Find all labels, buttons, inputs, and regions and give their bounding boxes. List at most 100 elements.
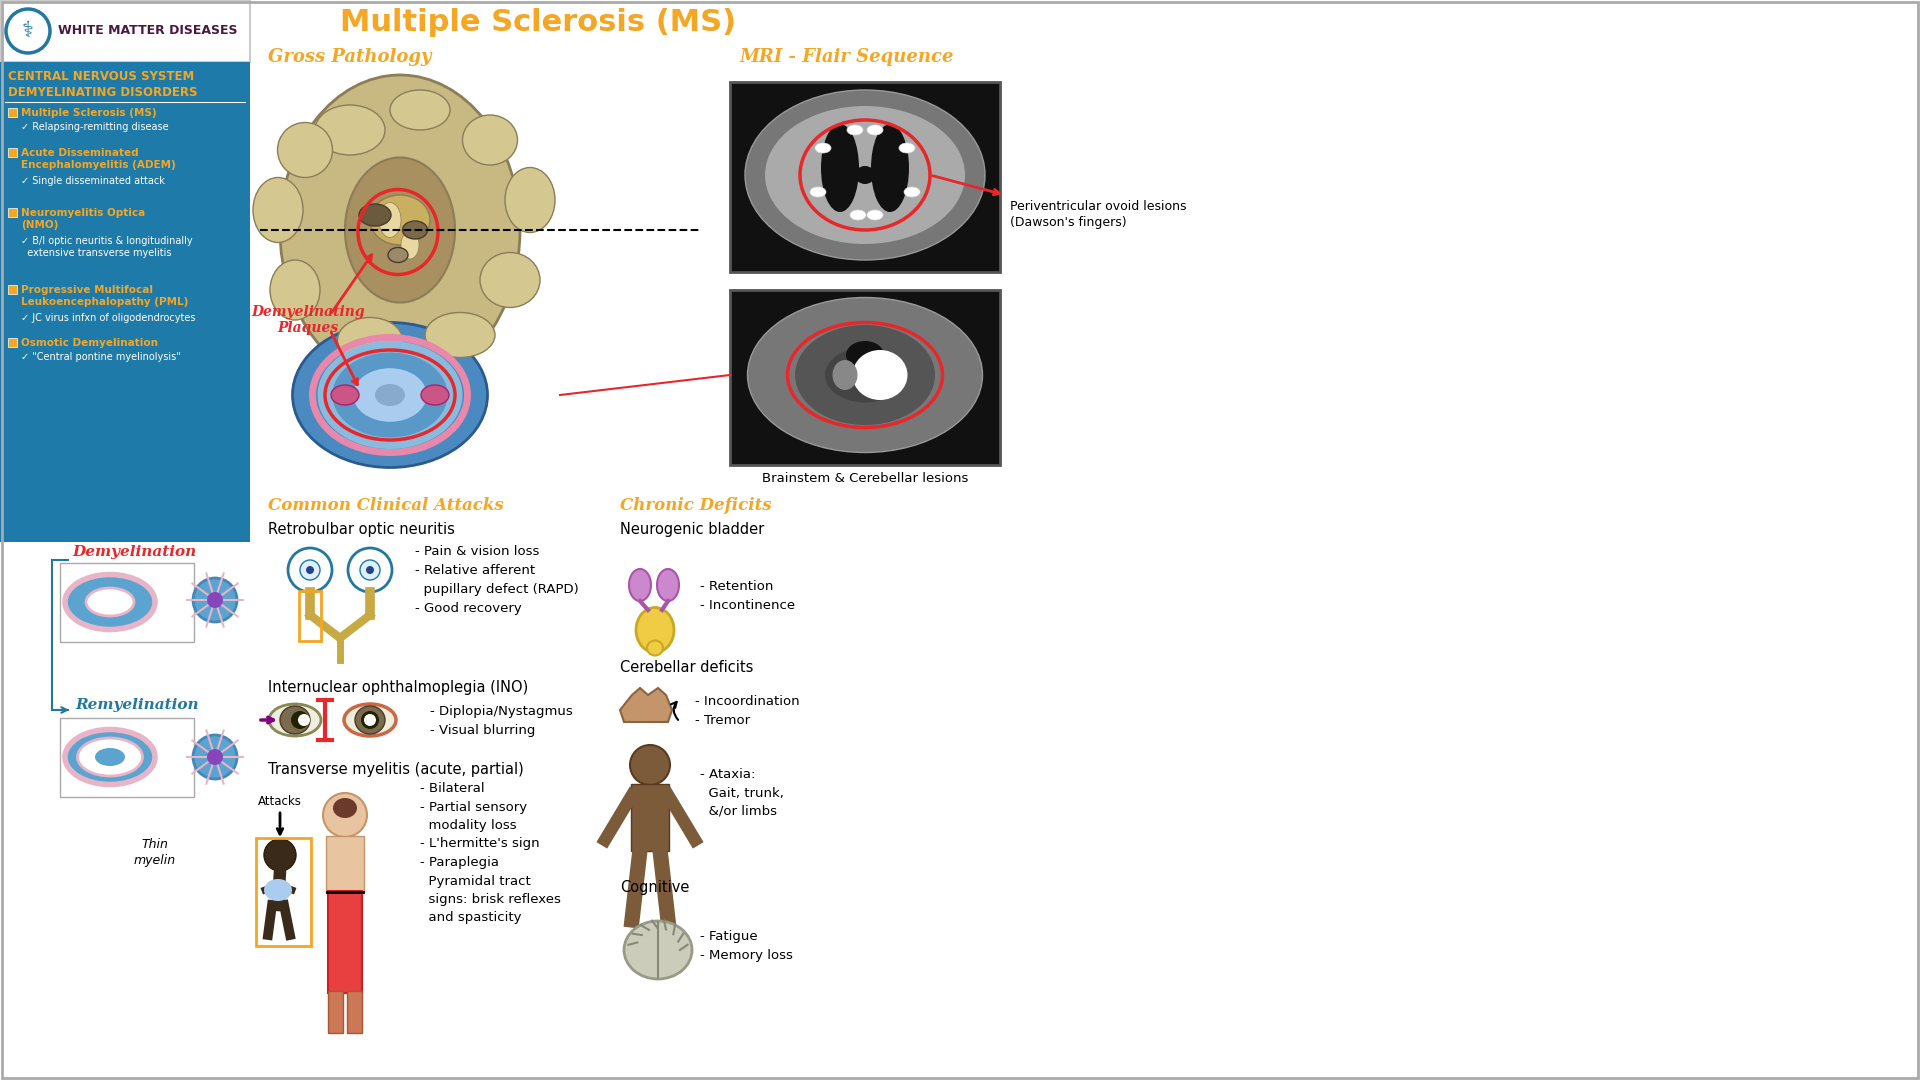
Text: Cognitive: Cognitive [620, 880, 689, 895]
Ellipse shape [810, 187, 826, 197]
Text: Transverse myelitis (acute, partial): Transverse myelitis (acute, partial) [269, 762, 524, 777]
Circle shape [361, 561, 380, 580]
Text: Multiple Sclerosis (MS): Multiple Sclerosis (MS) [340, 8, 735, 37]
Ellipse shape [647, 640, 662, 656]
Circle shape [194, 578, 236, 622]
Text: - Ataxia:
  Gait, trunk,
  &/or limbs: - Ataxia: Gait, trunk, &/or limbs [701, 768, 783, 818]
Text: Thin
myelin: Thin myelin [134, 838, 177, 867]
Ellipse shape [872, 124, 908, 212]
Text: CENTRAL NERVOUS SYSTEM
DEMYELINATING DISORDERS: CENTRAL NERVOUS SYSTEM DEMYELINATING DIS… [8, 70, 198, 99]
Ellipse shape [868, 210, 883, 220]
Text: Multiple Sclerosis (MS): Multiple Sclerosis (MS) [21, 108, 157, 118]
Circle shape [365, 714, 376, 726]
Ellipse shape [271, 260, 321, 320]
Ellipse shape [657, 569, 680, 600]
Ellipse shape [480, 253, 540, 308]
FancyBboxPatch shape [632, 784, 668, 851]
FancyBboxPatch shape [348, 991, 363, 1032]
Ellipse shape [868, 125, 883, 135]
Ellipse shape [94, 748, 125, 766]
FancyBboxPatch shape [8, 148, 17, 157]
Text: ✓ B/I optic neuritis & longitudinally
  extensive transverse myelitis: ✓ B/I optic neuritis & longitudinally ex… [21, 237, 192, 258]
Text: Common Clinical Attacks: Common Clinical Attacks [269, 497, 503, 514]
Text: Osmotic Demyelination: Osmotic Demyelination [21, 338, 157, 348]
Ellipse shape [280, 706, 309, 734]
Ellipse shape [86, 588, 134, 616]
Ellipse shape [833, 360, 858, 390]
Circle shape [265, 839, 296, 870]
FancyBboxPatch shape [8, 108, 17, 117]
FancyBboxPatch shape [326, 836, 365, 893]
Text: Cerebellar deficits: Cerebellar deficits [620, 660, 753, 675]
Text: ✓ Single disseminated attack: ✓ Single disseminated attack [21, 176, 165, 186]
Text: Progressive Multifocal
Leukoencephalopathy (PML): Progressive Multifocal Leukoencephalopat… [21, 285, 188, 307]
Circle shape [298, 714, 309, 726]
Text: - Fatigue
- Memory loss: - Fatigue - Memory loss [701, 930, 793, 962]
FancyBboxPatch shape [0, 0, 250, 62]
FancyBboxPatch shape [328, 891, 363, 993]
Text: Attacks: Attacks [257, 795, 301, 808]
FancyBboxPatch shape [60, 718, 194, 797]
Ellipse shape [847, 341, 883, 369]
Text: MRI - Flair Sequence: MRI - Flair Sequence [739, 48, 954, 66]
Text: Retrobulbar optic neuritis: Retrobulbar optic neuritis [269, 522, 455, 537]
Ellipse shape [847, 125, 862, 135]
FancyBboxPatch shape [0, 62, 250, 542]
Text: - Diplopia/Nystagmus
- Visual blurring: - Diplopia/Nystagmus - Visual blurring [430, 705, 572, 737]
Text: ✓ Relapsing-remitting disease: ✓ Relapsing-remitting disease [21, 122, 169, 132]
Ellipse shape [332, 798, 357, 818]
Ellipse shape [624, 921, 691, 978]
Ellipse shape [904, 187, 920, 197]
Circle shape [207, 750, 223, 765]
FancyBboxPatch shape [328, 991, 344, 1032]
FancyBboxPatch shape [8, 208, 17, 217]
Ellipse shape [292, 711, 309, 729]
Ellipse shape [253, 177, 303, 243]
Ellipse shape [332, 352, 447, 437]
Ellipse shape [899, 143, 916, 153]
Ellipse shape [403, 221, 428, 239]
Text: Neurogenic bladder: Neurogenic bladder [620, 522, 764, 537]
Text: - Bilateral
- Partial sensory
  modality loss
- L'hermitte's sign
- Paraplegia
 : - Bilateral - Partial sensory modality l… [420, 782, 561, 924]
Ellipse shape [764, 106, 966, 244]
Ellipse shape [361, 711, 378, 729]
Ellipse shape [346, 158, 455, 302]
Ellipse shape [338, 318, 403, 363]
Circle shape [300, 561, 321, 580]
Ellipse shape [330, 384, 359, 405]
Ellipse shape [388, 247, 407, 262]
Circle shape [288, 548, 332, 592]
Circle shape [207, 592, 223, 608]
Ellipse shape [505, 167, 555, 232]
Circle shape [323, 793, 367, 837]
Ellipse shape [280, 75, 520, 384]
Ellipse shape [359, 204, 392, 226]
Ellipse shape [636, 607, 674, 652]
Ellipse shape [822, 124, 858, 212]
Text: - Retention
- Incontinence: - Retention - Incontinence [701, 580, 795, 612]
Ellipse shape [463, 114, 518, 165]
Text: Neuromyelitis Optica
(NMO): Neuromyelitis Optica (NMO) [21, 208, 146, 230]
Ellipse shape [795, 325, 935, 426]
Text: Internuclear ophthalmoplegia (INO): Internuclear ophthalmoplegia (INO) [269, 680, 528, 696]
Text: Chronic Deficits: Chronic Deficits [620, 497, 772, 514]
FancyBboxPatch shape [730, 291, 1000, 465]
Text: ✓ "Central pontine myelinolysis": ✓ "Central pontine myelinolysis" [21, 352, 180, 362]
Text: Demyelinating
Plaques: Demyelinating Plaques [252, 305, 365, 335]
Ellipse shape [747, 297, 983, 453]
Text: - Incoordination
- Tremor: - Incoordination - Tremor [695, 696, 799, 727]
Circle shape [194, 735, 236, 779]
Ellipse shape [390, 90, 449, 130]
Text: Brainstem & Cerebellar lesions: Brainstem & Cerebellar lesions [762, 472, 968, 485]
Ellipse shape [374, 384, 405, 406]
Ellipse shape [317, 341, 463, 449]
Text: WHITE MATTER DISEASES: WHITE MATTER DISEASES [58, 25, 238, 38]
Ellipse shape [378, 203, 401, 238]
Text: Acute Disseminated
Encephalomyelitis (ADEM): Acute Disseminated Encephalomyelitis (AD… [21, 148, 177, 170]
FancyBboxPatch shape [8, 285, 17, 294]
Circle shape [305, 566, 315, 573]
Circle shape [348, 548, 392, 592]
Ellipse shape [745, 90, 985, 260]
Text: ✓ JC virus infxn of oligodendrocytes: ✓ JC virus infxn of oligodendrocytes [21, 313, 196, 323]
FancyBboxPatch shape [60, 563, 194, 642]
